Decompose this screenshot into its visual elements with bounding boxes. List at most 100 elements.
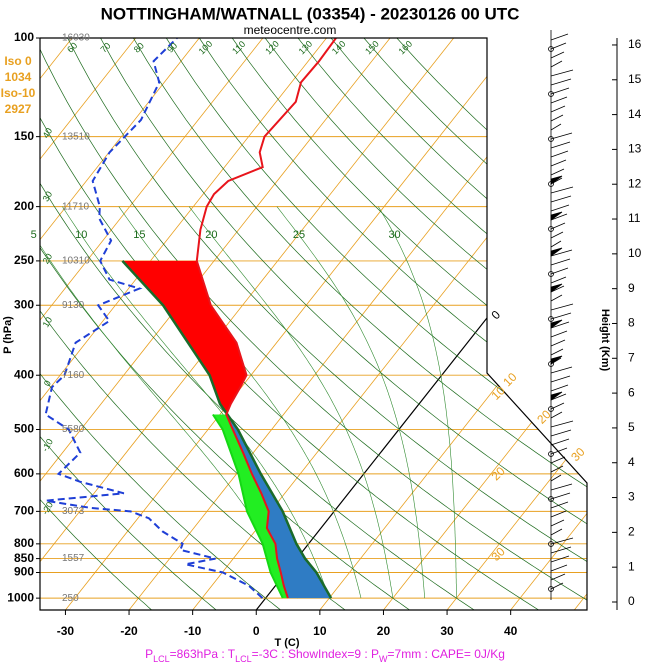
footer-indices: PLCL=863hPa : TLCL=-3C : ShowIndex=9 : P…: [145, 647, 505, 662]
barb: [550, 204, 570, 212]
y2-tick-label: 11: [628, 211, 641, 225]
barb-flag: [550, 175, 563, 185]
barb-flag: [550, 247, 563, 257]
x-tick-label: -20: [120, 624, 138, 638]
moist-adiabat: [378, 206, 457, 599]
y2-tick-label: 6: [628, 385, 635, 399]
moist-area: [212, 414, 288, 599]
y2-tick-label: 3: [628, 490, 635, 504]
barb: [550, 186, 574, 194]
freezing-level-value: 2927: [5, 102, 32, 116]
y-tick-label: 850: [14, 551, 34, 565]
barb: [550, 303, 574, 311]
profile-line: [121, 260, 333, 599]
y2-tick-label: 0: [628, 594, 635, 608]
dry-adiabat-label: 20: [41, 252, 55, 266]
barb-calm: [548, 91, 554, 97]
barb: [550, 348, 564, 356]
y-tick-label: 1000: [7, 590, 34, 604]
y2-tick-label: 1: [628, 559, 635, 573]
isotherm-label: 10: [488, 383, 508, 403]
barb: [550, 456, 566, 464]
barb: [550, 321, 570, 329]
dry-adiabat-label: 130: [297, 39, 315, 57]
dry-adiabat: [40, 38, 587, 610]
geopotential-height: 16030: [62, 33, 90, 44]
y-tick-label: 200: [14, 199, 34, 213]
y2-axis-label: Height (Km): [599, 309, 611, 372]
barb-flag: [550, 211, 563, 221]
cape-area: [122, 421, 332, 599]
barb: [550, 69, 574, 77]
dry-adiabat-label: 100: [197, 39, 215, 57]
isotherm: [255, 38, 587, 610]
isotherm-label: 10: [500, 370, 520, 390]
barb: [550, 150, 569, 158]
barb: [550, 339, 566, 347]
y2-tick-label: 10: [628, 246, 642, 260]
dry-adiabat: [264, 38, 587, 610]
isotherm: [40, 38, 137, 610]
geopotential-height: 3073: [62, 506, 85, 517]
moist-adiabat-label: 25: [293, 229, 305, 241]
barb: [550, 375, 571, 383]
dry-adiabat: [67, 38, 587, 610]
footer-part: =7mm : CAPE= 0J/Kg: [388, 647, 505, 661]
y2-tick-label: 2: [628, 525, 635, 539]
barb: [550, 582, 564, 590]
barb: [550, 258, 571, 266]
grid: [40, 38, 587, 610]
barb-calm: [548, 406, 554, 412]
moist-adiabat-label: 20: [205, 229, 217, 241]
dry-adiabat: [166, 38, 587, 610]
barb: [550, 438, 570, 446]
moist-adiabat-label: 15: [133, 229, 145, 241]
barb: [550, 276, 567, 284]
isotherm-label: 0: [488, 307, 503, 322]
y2-tick-label: 16: [628, 37, 642, 51]
freezing-level-label: Iso-10: [1, 86, 36, 100]
x-tick-label: 0: [253, 624, 260, 638]
footer-part: P: [145, 647, 153, 661]
freezing-level-value: 1034: [5, 70, 32, 84]
barb: [550, 60, 563, 68]
y2-tick-label: 5: [628, 420, 635, 434]
dry-adiabat: [40, 38, 410, 610]
y-tick-label: 800: [14, 536, 34, 550]
dry-adiabat: [100, 38, 587, 610]
y-tick-label: 500: [14, 422, 34, 436]
barb: [550, 159, 567, 167]
barb: [550, 519, 565, 527]
dry-adiabat-label: 80: [132, 40, 146, 54]
x-tick-label: 40: [504, 624, 518, 638]
barb: [550, 501, 569, 509]
footer-part: =863hPa : T: [170, 647, 236, 661]
x-tick-label: -30: [57, 624, 75, 638]
y2-tick-label: 13: [628, 142, 642, 156]
barb: [550, 528, 563, 536]
barb: [550, 87, 570, 95]
barb: [550, 510, 567, 518]
chart-title: NOTTINGHAM/WATNALL (03354) - 20230126 00…: [101, 4, 520, 23]
wind-barbs: [548, 30, 574, 600]
barb-calm: [548, 586, 554, 592]
chart-subtitle: meteocentre.com: [244, 23, 337, 37]
profile-line: [195, 38, 337, 599]
moist-adiabat: [276, 206, 425, 599]
x-tick-label: 20: [377, 624, 391, 638]
geopotential-height: 7160: [62, 370, 85, 381]
dry-adiabat: [40, 38, 217, 610]
barb: [550, 285, 565, 293]
barb-calm: [548, 451, 554, 457]
barb: [550, 123, 562, 131]
y-tick-label: 300: [14, 297, 34, 311]
barb: [550, 267, 569, 275]
isotherm-label: 30: [488, 544, 508, 564]
dry-adiabat-label: 10: [41, 315, 55, 329]
geopotential-height: 5580: [62, 424, 85, 435]
barb: [550, 465, 564, 473]
moist-adiabat: [188, 206, 394, 599]
barb-calm: [548, 541, 554, 547]
isotherm: [383, 38, 587, 610]
